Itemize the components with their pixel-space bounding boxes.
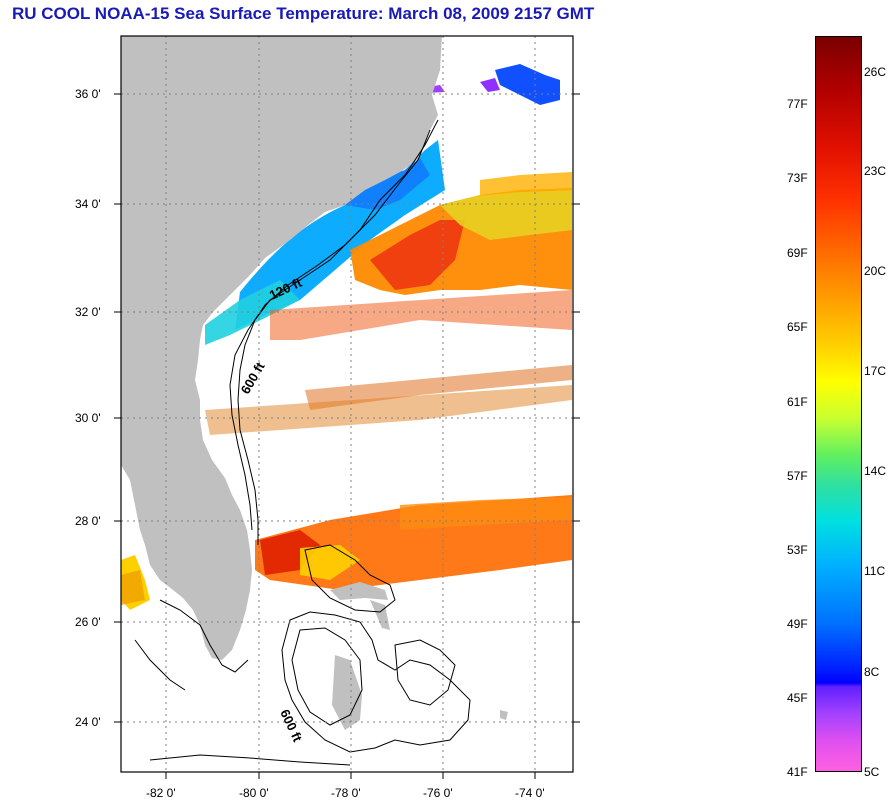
- colorbar-f-73: 73F: [787, 171, 808, 185]
- colorbar-f-65: 65F: [787, 320, 808, 334]
- graticule: [121, 36, 573, 772]
- lon-label-80: -80 0': [239, 786, 269, 800]
- colorbar-f-69: 69F: [787, 246, 808, 260]
- lon-label-74: -74 0': [515, 786, 545, 800]
- lon-label-78: -78 0': [331, 786, 361, 800]
- lon-label-76: -76 0': [423, 786, 453, 800]
- temperature-colorbar: [815, 36, 862, 772]
- lon-label-82: -82 0': [146, 786, 176, 800]
- lat-label-30: 30 0': [75, 411, 101, 425]
- bahamas-land: [330, 582, 388, 600]
- land-mass: [121, 36, 442, 660]
- colorbar-f-77: 77F: [787, 97, 808, 111]
- lat-label-36: 36 0': [75, 87, 101, 101]
- colorbar-c-26: 26C: [864, 65, 887, 79]
- colorbar-c-20: 20C: [864, 264, 887, 278]
- map-title: RU COOL NOAA-15 Sea Surface Temperature:…: [12, 4, 595, 23]
- colorbar-c-17: 17C: [864, 364, 887, 378]
- lat-label-24: 24 0': [75, 715, 101, 729]
- colorbar-f-53: 53F: [787, 543, 808, 557]
- map-frame: [120, 35, 574, 773]
- colorbar-f-49: 49F: [787, 617, 808, 631]
- lat-label-28: 28 0': [75, 514, 101, 528]
- colorbar-c-14: 14C: [864, 464, 887, 478]
- lat-label-26: 26 0': [75, 615, 101, 629]
- colorbar-f-61: 61F: [787, 395, 808, 409]
- axis-ticks: [114, 93, 580, 779]
- colorbar-c-8: 8C: [864, 665, 880, 679]
- colorbar-f-57: 57F: [787, 469, 808, 483]
- colorbar-f-41: 41F: [787, 765, 808, 779]
- colorbar-c-23: 23C: [864, 164, 887, 178]
- colorbar-c-5: 5C: [864, 765, 880, 779]
- bathymetry-contours: [134, 119, 471, 766]
- colorbar-c-11: 11C: [864, 564, 886, 578]
- lat-label-34: 34 0': [75, 197, 101, 211]
- lat-label-32: 32 0': [75, 305, 101, 319]
- colorbar-f-45: 45F: [787, 691, 808, 705]
